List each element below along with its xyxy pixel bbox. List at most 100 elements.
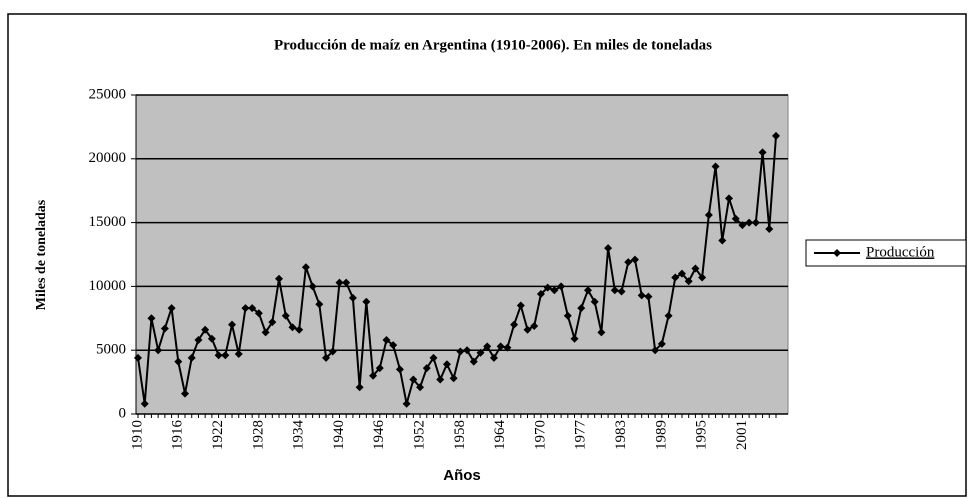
data-point — [463, 346, 472, 355]
x-tick-label: 1958 — [452, 420, 468, 450]
y-axis-label: Miles de toneladas — [34, 199, 49, 310]
x-tick-label: 1989 — [653, 420, 669, 450]
data-point — [469, 357, 478, 366]
x-tick-label: 1916 — [170, 420, 186, 451]
data-point — [583, 286, 592, 295]
data-point — [275, 274, 284, 283]
data-point — [167, 304, 176, 313]
data-point — [295, 325, 304, 334]
data-point — [644, 292, 653, 301]
data-point — [436, 375, 445, 384]
data-point — [543, 283, 552, 292]
data-point — [201, 325, 210, 334]
x-tick-label: 1995 — [694, 420, 710, 450]
data-point — [718, 236, 727, 245]
data-point — [375, 364, 384, 373]
data-point — [698, 273, 707, 282]
data-point — [483, 342, 492, 351]
data-point — [429, 353, 438, 362]
data-point — [724, 194, 733, 203]
data-point — [563, 311, 572, 320]
data-point — [651, 346, 660, 355]
y-tick-label: 10000 — [89, 278, 127, 294]
data-point — [335, 278, 344, 287]
data-point — [416, 383, 425, 392]
data-point — [624, 258, 633, 267]
data-point — [684, 277, 693, 286]
data-point — [389, 341, 398, 350]
x-tick-label: 1977 — [573, 420, 589, 451]
data-point — [422, 364, 431, 373]
data-point — [187, 353, 196, 362]
x-tick-label: 1934 — [291, 420, 307, 451]
data-point — [711, 162, 720, 171]
x-axis-label: Años — [443, 467, 481, 484]
data-point — [758, 148, 767, 157]
x-tick-label: 2001 — [734, 420, 750, 450]
data-point — [234, 350, 243, 359]
data-point — [207, 334, 216, 343]
data-point — [590, 297, 599, 306]
data-point — [134, 353, 142, 362]
data-point — [160, 324, 169, 333]
data-point — [147, 314, 156, 323]
x-tick-label: 1940 — [331, 420, 347, 450]
data-point — [174, 357, 183, 366]
x-tick-label: 1970 — [532, 420, 548, 450]
data-point — [523, 325, 532, 334]
x-tick-label: 1952 — [412, 420, 428, 450]
data-point — [395, 365, 404, 374]
data-point — [610, 286, 619, 295]
data-point — [442, 360, 451, 369]
data-point — [308, 282, 317, 291]
data-point — [154, 346, 163, 355]
data-point — [557, 282, 566, 291]
data-point — [489, 353, 498, 362]
data-point — [664, 311, 673, 320]
data-point — [516, 301, 525, 310]
y-tick-label: 0 — [119, 405, 127, 421]
data-point — [738, 221, 747, 230]
data-point — [691, 264, 700, 273]
y-tick-label: 15000 — [89, 214, 127, 230]
data-point — [657, 339, 666, 348]
data-point — [261, 328, 270, 337]
data-point — [704, 210, 713, 219]
x-tick-label: 1922 — [210, 420, 226, 450]
data-point — [671, 273, 680, 282]
series-line — [137, 135, 777, 405]
data-point — [281, 311, 290, 320]
data-point — [731, 214, 740, 223]
data-point — [328, 347, 337, 356]
data-point — [550, 286, 559, 295]
data-point — [496, 342, 505, 351]
data-point — [536, 290, 545, 299]
chart-title: Producción de maíz en Argentina (1910-20… — [274, 37, 712, 53]
data-point — [268, 318, 277, 327]
x-tick-label: 1964 — [492, 420, 508, 451]
y-tick-label: 20000 — [89, 150, 127, 166]
data-point — [577, 304, 586, 313]
data-point — [476, 348, 485, 357]
data-point — [355, 383, 364, 392]
data-point — [409, 375, 418, 384]
data-point — [181, 389, 190, 398]
data-point — [241, 304, 250, 313]
data-point — [140, 399, 149, 408]
data-point — [382, 335, 391, 344]
data-point — [402, 399, 411, 408]
data-point — [288, 323, 297, 332]
data-point — [248, 304, 257, 313]
data-point — [617, 287, 626, 296]
data-point — [194, 335, 203, 344]
data-point — [630, 255, 639, 264]
x-tick-label: 1983 — [613, 420, 629, 450]
x-tick-label: 1910 — [129, 420, 145, 450]
data-point — [503, 343, 512, 352]
data-point — [530, 321, 539, 330]
x-tick-label: 1946 — [371, 420, 387, 451]
data-point — [315, 300, 324, 309]
plot-area — [135, 94, 789, 415]
data-point — [214, 351, 223, 360]
